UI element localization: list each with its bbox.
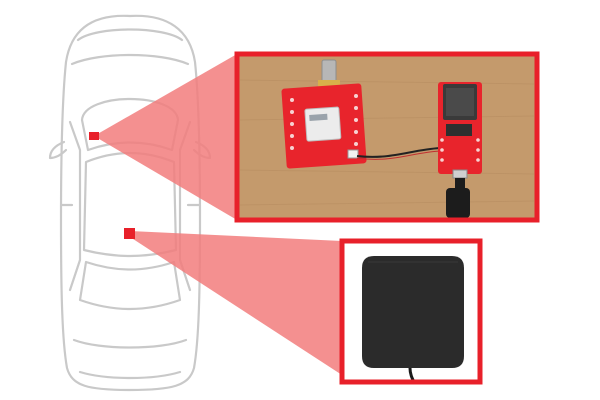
gnss-module [304, 106, 342, 142]
car-rear-window [78, 260, 182, 311]
roof-antenna-callout [342, 241, 480, 383]
roof-beam [130, 231, 342, 375]
usb-plug [446, 188, 470, 218]
dashboard-marker [89, 132, 99, 140]
car-left-window [68, 120, 82, 292]
dashboard-beam [94, 54, 237, 220]
car-left-mirror [48, 140, 68, 160]
car-rear-line [78, 370, 182, 380]
dashboard-electronics-callout [237, 54, 537, 220]
car-outline [48, 14, 212, 392]
patch-antenna [362, 256, 464, 368]
car-hood-line [70, 53, 190, 66]
roof-marker [124, 228, 135, 239]
gnss-board [281, 59, 367, 169]
microcontroller-board [438, 82, 482, 179]
callout-wood-background [237, 54, 537, 220]
roof-callout-frame [339, 238, 483, 385]
car-trunk-line [72, 338, 188, 349]
connector-cable [356, 147, 441, 158]
qwiic-connector [347, 149, 359, 159]
car-hood [76, 28, 184, 42]
dashboard-callout-frame [234, 51, 540, 223]
